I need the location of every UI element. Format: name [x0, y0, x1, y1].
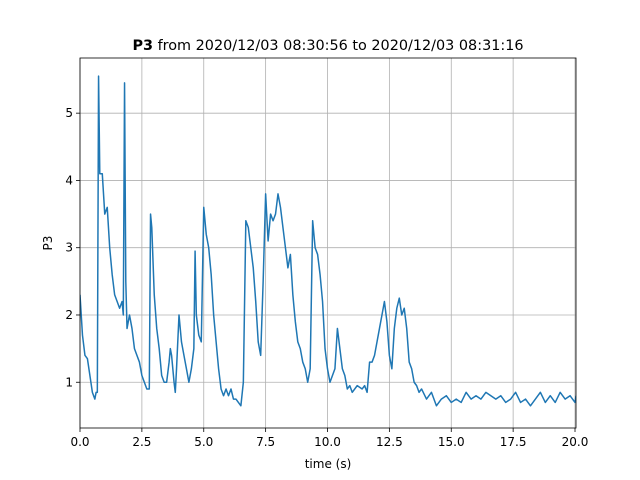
x-tick-label: 15.0: [438, 435, 465, 449]
y-tick-label: 4: [65, 173, 73, 187]
x-tick-label: 10.0: [314, 435, 341, 449]
title-variable: P3: [132, 38, 153, 54]
y-axis-label: P3: [41, 236, 55, 251]
x-tick-label: 5.0: [194, 435, 213, 449]
y-tick-label: 1: [65, 375, 73, 389]
plot-frame: [79, 57, 577, 429]
x-tick-label: 0.0: [70, 435, 89, 449]
chart-title: P3 from 2020/12/03 08:30:56 to 2020/12/0…: [132, 38, 523, 54]
y-tick-label: 3: [65, 241, 73, 255]
x-axis-label: time (s): [305, 457, 352, 471]
x-tick-label: 7.5: [256, 435, 275, 449]
y-tick-label: 2: [65, 308, 73, 322]
title-text: from 2020/12/03 08:30:56 to 2020/12/03 0…: [158, 38, 524, 54]
y-tick-label: 5: [65, 106, 73, 120]
data-line: [80, 75, 576, 407]
x-tick-label: 12.5: [376, 435, 403, 449]
x-tick-label: 20.0: [562, 435, 589, 449]
x-tick-label: 17.5: [500, 435, 527, 449]
x-tick-label: 2.5: [132, 435, 151, 449]
